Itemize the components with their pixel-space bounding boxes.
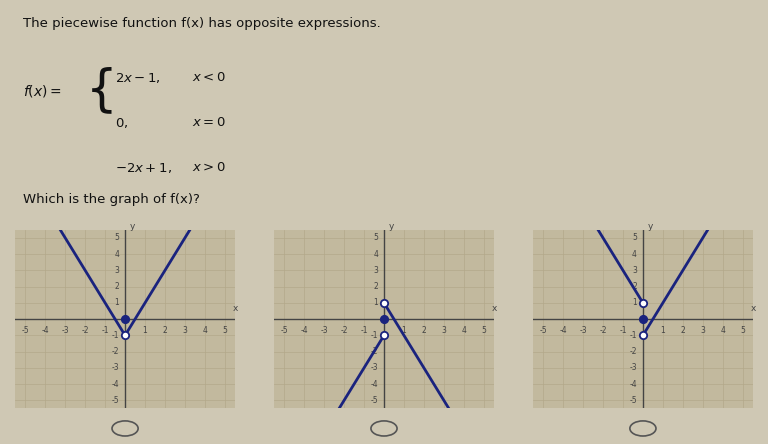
Text: y: y <box>130 222 135 231</box>
Text: {: { <box>85 67 118 115</box>
Text: 1: 1 <box>373 298 378 307</box>
Text: $x = 0$: $x = 0$ <box>192 116 227 129</box>
Text: -3: -3 <box>629 363 637 373</box>
Text: -5: -5 <box>280 326 288 335</box>
Text: -3: -3 <box>111 363 119 373</box>
Point <box>637 332 649 339</box>
Text: 4: 4 <box>720 326 725 335</box>
Point <box>119 316 131 323</box>
Text: 3: 3 <box>373 266 378 275</box>
Text: -2: -2 <box>340 326 348 335</box>
Text: y: y <box>389 222 394 231</box>
Text: -5: -5 <box>370 396 378 405</box>
Text: -2: -2 <box>111 347 119 356</box>
Text: 2: 2 <box>114 282 119 291</box>
Text: -5: -5 <box>539 326 547 335</box>
Text: -2: -2 <box>370 347 378 356</box>
Text: 3: 3 <box>114 266 119 275</box>
Point <box>119 332 131 339</box>
Text: -3: -3 <box>579 326 587 335</box>
Point <box>378 299 390 306</box>
Text: -2: -2 <box>630 347 637 356</box>
Text: -3: -3 <box>370 363 378 373</box>
Text: -1: -1 <box>111 331 119 340</box>
Text: 4: 4 <box>203 326 207 335</box>
Text: -4: -4 <box>111 380 119 388</box>
Text: $x < 0$: $x < 0$ <box>192 71 227 83</box>
Text: -1: -1 <box>619 326 627 335</box>
Text: 5: 5 <box>223 326 227 335</box>
Text: 2: 2 <box>373 282 378 291</box>
Text: -4: -4 <box>629 380 637 388</box>
Text: 4: 4 <box>632 250 637 259</box>
Text: -5: -5 <box>22 326 29 335</box>
Text: -4: -4 <box>370 380 378 388</box>
Point <box>378 332 390 339</box>
Text: -1: -1 <box>360 326 368 335</box>
Text: -2: -2 <box>599 326 607 335</box>
Text: -4: -4 <box>559 326 567 335</box>
Text: $-2x + 1,$: $-2x + 1,$ <box>115 161 172 175</box>
Text: 1: 1 <box>660 326 665 335</box>
Text: -5: -5 <box>629 396 637 405</box>
Text: 3: 3 <box>442 326 446 335</box>
Text: $f(x) =$: $f(x) =$ <box>23 83 61 99</box>
Text: -4: -4 <box>300 326 308 335</box>
Text: The piecewise function f(x) has opposite expressions.: The piecewise function f(x) has opposite… <box>23 17 380 30</box>
Text: x: x <box>492 304 497 313</box>
Text: 1: 1 <box>632 298 637 307</box>
Point <box>378 316 390 323</box>
Text: $0,$: $0,$ <box>115 116 128 130</box>
Text: Which is the graph of f(x)?: Which is the graph of f(x)? <box>23 193 200 206</box>
Text: $2x - 1,$: $2x - 1,$ <box>115 71 161 84</box>
Text: 3: 3 <box>632 266 637 275</box>
Text: 2: 2 <box>680 326 685 335</box>
Text: 4: 4 <box>373 250 378 259</box>
Text: -3: -3 <box>320 326 328 335</box>
Text: 1: 1 <box>143 326 147 335</box>
Point <box>637 316 649 323</box>
Text: -5: -5 <box>111 396 119 405</box>
Text: 4: 4 <box>462 326 466 335</box>
Text: 1: 1 <box>114 298 119 307</box>
Text: 5: 5 <box>482 326 486 335</box>
Text: 1: 1 <box>402 326 406 335</box>
Text: 5: 5 <box>740 326 745 335</box>
Text: 3: 3 <box>183 326 187 335</box>
Text: 2: 2 <box>422 326 426 335</box>
Text: 2: 2 <box>632 282 637 291</box>
Point <box>637 299 649 306</box>
Text: -4: -4 <box>41 326 49 335</box>
Text: x: x <box>233 304 238 313</box>
Text: -2: -2 <box>81 326 89 335</box>
Text: 5: 5 <box>114 234 119 242</box>
Text: -1: -1 <box>101 326 109 335</box>
Text: $x > 0$: $x > 0$ <box>192 161 227 174</box>
Text: 4: 4 <box>114 250 119 259</box>
Text: 2: 2 <box>163 326 167 335</box>
Text: 3: 3 <box>700 326 705 335</box>
Text: -3: -3 <box>61 326 69 335</box>
Text: 5: 5 <box>632 234 637 242</box>
Text: -1: -1 <box>370 331 378 340</box>
Text: y: y <box>648 222 654 231</box>
Text: -1: -1 <box>630 331 637 340</box>
Text: x: x <box>750 304 756 313</box>
Text: 5: 5 <box>373 234 378 242</box>
